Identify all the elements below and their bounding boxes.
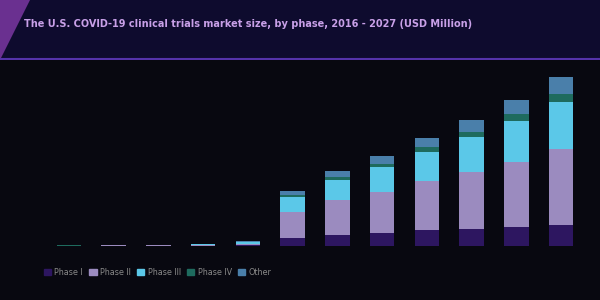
Bar [325, 200, 350, 235]
Bar [370, 233, 394, 246]
Bar [415, 138, 439, 147]
Bar [280, 191, 305, 195]
Bar [504, 121, 529, 162]
Bar [280, 238, 305, 246]
Bar [415, 152, 439, 182]
Bar [504, 100, 529, 114]
Bar [236, 244, 260, 245]
Bar [460, 132, 484, 137]
Bar [146, 245, 170, 246]
Bar [370, 167, 394, 192]
Bar [191, 244, 215, 245]
Bar [191, 245, 215, 246]
Bar [325, 180, 350, 200]
Bar [460, 137, 484, 172]
Bar [370, 192, 394, 233]
Bar [415, 182, 439, 230]
Bar [460, 120, 484, 132]
Bar [325, 235, 350, 246]
Polygon shape [0, 0, 30, 60]
Bar [325, 177, 350, 180]
Bar [504, 227, 529, 246]
Bar [280, 212, 305, 238]
Bar [504, 114, 529, 121]
Bar [370, 156, 394, 164]
Legend: Phase I, Phase II, Phase III, Phase IV, Other: Phase I, Phase II, Phase III, Phase IV, … [41, 264, 275, 280]
Bar [549, 94, 574, 102]
Bar [236, 242, 260, 244]
Bar [236, 245, 260, 246]
Bar [549, 77, 574, 94]
Bar [415, 230, 439, 246]
Bar [370, 164, 394, 167]
Bar [549, 102, 574, 149]
Bar [280, 197, 305, 212]
Bar [325, 171, 350, 177]
Bar [549, 149, 574, 225]
Bar [549, 225, 574, 246]
Bar [460, 172, 484, 229]
Bar [504, 162, 529, 227]
Bar [280, 195, 305, 197]
Bar [415, 147, 439, 152]
Text: The U.S. COVID-19 clinical trials market size, by phase, 2016 - 2027 (USD Millio: The U.S. COVID-19 clinical trials market… [24, 19, 472, 29]
Bar [460, 229, 484, 246]
